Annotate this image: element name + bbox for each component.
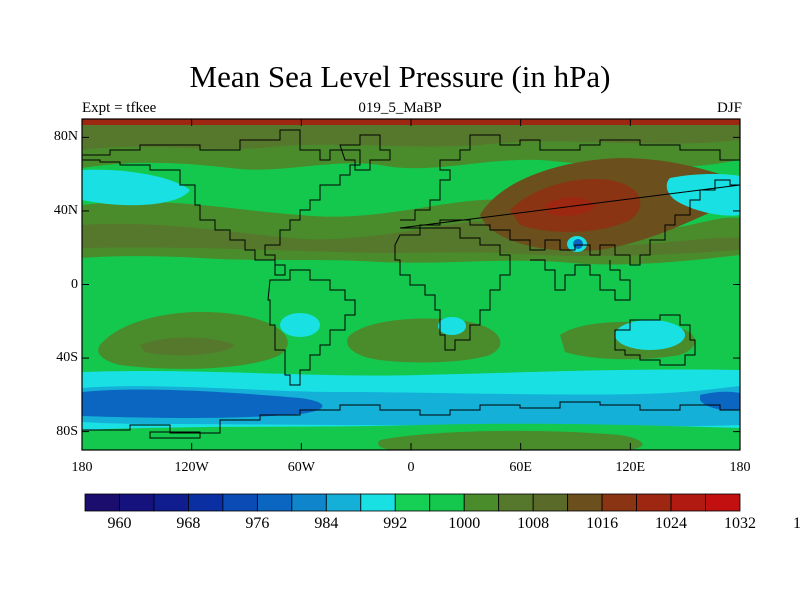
colorbar-swatch [463,493,500,512]
lat-tick-label: 40N [53,202,78,218]
colorbar-swatch [119,493,155,512]
pressure-field [82,119,740,450]
colorbar-tick-label: 968 [176,515,201,532]
lat-tick-label: 40S [56,350,78,366]
colorbar-swatch [84,493,120,512]
colorbar-tick-label: 1024 [655,515,688,532]
lon-tick-label: 180 [71,460,93,475]
colorbar-tick-label: 984 [314,515,339,532]
coastline-layer [82,129,740,439]
colorbar-swatch [153,493,189,512]
lat-tick-label: 80S [56,423,78,439]
colorbar-tick-label: 1000 [448,515,481,532]
colorbar-swatch [360,493,396,512]
colorbar-swatch [291,493,327,512]
colorbar-swatch [601,493,637,512]
experiment-label: Expt = tfkee [82,100,157,116]
lon-tick-label: 60E [509,460,532,475]
lon-tick-label: 60W [287,460,315,475]
period-label: 019_5_MaBP [358,100,442,116]
colorbar-swatch [670,493,706,512]
colorbar-tick-label: 1040 [792,515,800,532]
colorbar-tick-label: 976 [245,515,270,532]
lat-tick-label: 80N [53,129,78,145]
colorbar [84,493,741,512]
colorbar-swatch [188,493,224,512]
colorbar-swatch [498,493,534,512]
lon-tick-label: 0 [407,460,415,475]
colorbar-tick-label: 1016 [586,515,619,532]
colorbar-swatch [394,493,431,512]
colorbar-tick-label: 992 [383,515,408,532]
axis-tick-marks [81,119,741,450]
colorbar-tick-label: 960 [107,515,132,532]
lon-tick-label: 120W [174,460,209,475]
map-title: Mean Sea Level Pressure (in hPa) [189,59,611,94]
colorbar-swatch [705,493,741,512]
colorbar-swatch [429,493,465,512]
colorbar-swatch [256,493,293,512]
colorbar-swatch [636,493,672,512]
colorbar-tick-label: 1032 [724,515,756,532]
lon-tick-label: 120E [615,460,646,475]
lat-tick-label: 0 [71,276,78,292]
colorbar-swatch [532,493,569,512]
colorbar-swatch [222,493,258,512]
colorbar-swatch [567,493,603,512]
season-label: DJF [716,100,742,116]
lon-tick-label: 180 [729,460,751,475]
colorbar-swatch [325,493,362,512]
colorbar-tick-label: 1008 [517,515,550,532]
